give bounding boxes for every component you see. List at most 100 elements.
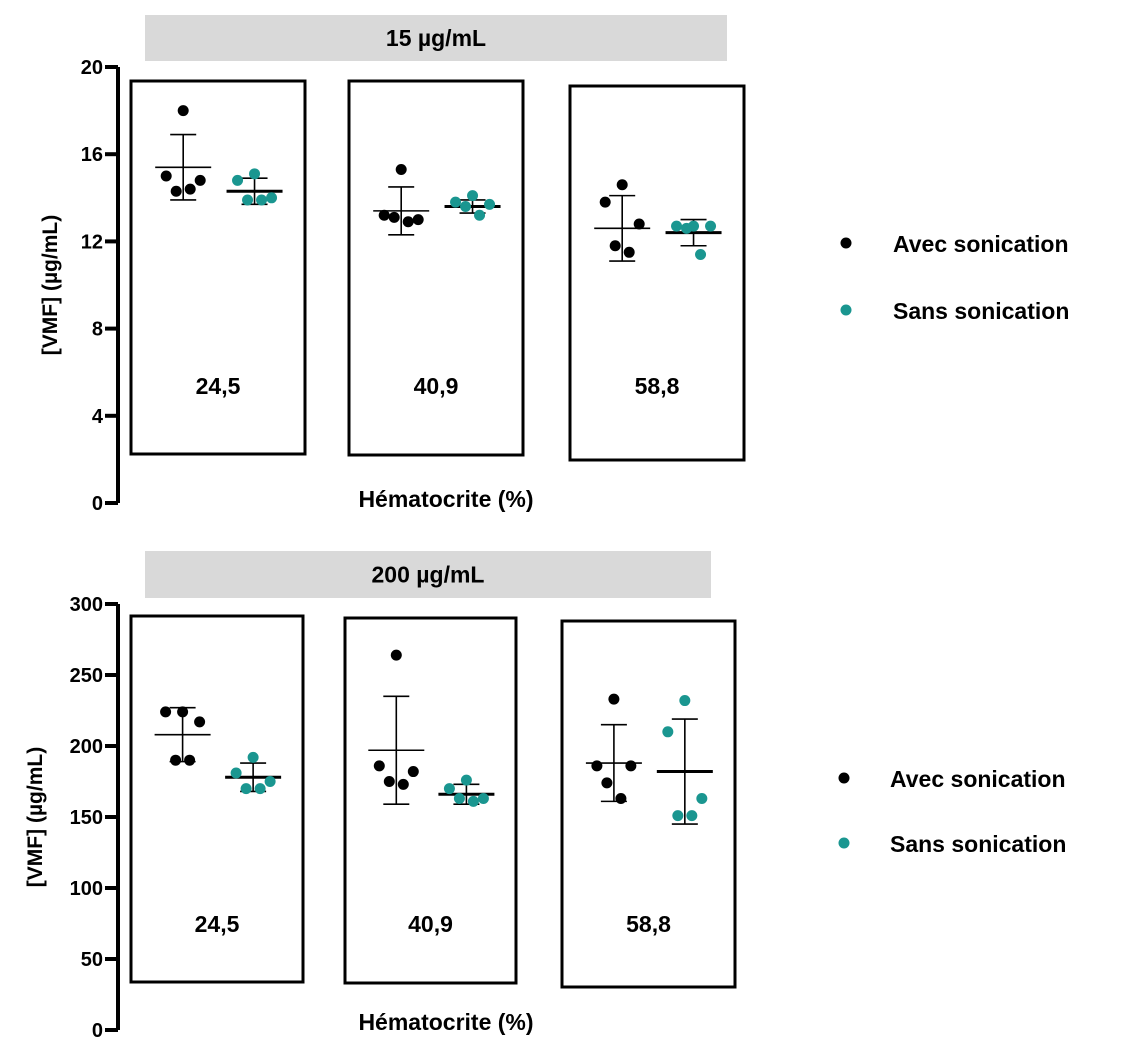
data-point-avec: [383, 776, 395, 787]
y-tick-label: 200: [70, 736, 103, 758]
data-point-avec: [407, 766, 419, 778]
legend-label: Avec sonication: [893, 231, 1069, 257]
data-point-sans: [254, 783, 266, 795]
group-box: [129, 79, 307, 456]
data-point-sans: [662, 726, 674, 738]
data-point-avec: [170, 185, 182, 197]
title-banner: [145, 15, 727, 61]
group-1: 24,5: [129, 79, 307, 456]
data-point-avec: [194, 716, 206, 728]
group-label: 58,8: [626, 911, 671, 937]
title-banner: [145, 551, 711, 598]
data-point-sans: [450, 196, 462, 208]
x-axis-label: Hématocrite (%): [358, 486, 533, 512]
data-point-avec: [390, 649, 402, 661]
data-point-sans: [249, 168, 261, 180]
data-point-sans: [484, 198, 496, 210]
group-label: 40,9: [408, 911, 453, 937]
legend-label: Avec sonication: [890, 766, 1066, 792]
data-point-avec: [170, 754, 182, 766]
group-box: [347, 79, 525, 457]
y-tick-label: 150: [70, 807, 103, 829]
data-point-sans: [679, 695, 691, 707]
y-tick-label: 0: [92, 493, 103, 515]
group-2: 40,9: [343, 616, 518, 985]
data-point-avec: [609, 240, 621, 252]
data-point-avec: [373, 760, 385, 772]
legend-label: Sans sonication: [893, 298, 1069, 324]
data-point-avec: [591, 760, 603, 772]
data-point-avec: [615, 793, 627, 805]
data-point-sans: [705, 220, 717, 232]
data-point-sans: [686, 810, 698, 822]
group-3: 58,8: [560, 619, 737, 989]
y-tick-label: 250: [70, 665, 103, 687]
data-point-sans: [256, 194, 268, 206]
panel-1: 15 µg/mL 0 4 8 12 16 20 [VMF] (µg/mL) Hématocrit…: [39, 15, 1069, 515]
legend-marker: [838, 837, 850, 849]
y-tick-label: 100: [70, 878, 103, 900]
data-point-sans: [240, 783, 252, 795]
y-tick-label: 8: [92, 319, 103, 341]
data-point-avec: [160, 170, 172, 182]
y-tick-label: 300: [70, 594, 103, 616]
panel-2: 200 µg/mL 0 50 100 150 200 250 300 [VMF] (µg/mL)…: [24, 551, 1066, 1042]
group-2: 40,9: [347, 79, 525, 457]
group-box: [568, 84, 746, 462]
data-point-avec: [395, 163, 407, 175]
group-box: [560, 619, 737, 989]
data-point-sans: [672, 810, 684, 822]
data-point-avec: [412, 214, 424, 226]
data-point-sans: [460, 201, 472, 213]
data-point-sans: [232, 174, 244, 186]
data-point-avec: [608, 693, 620, 705]
data-point-sans: [681, 222, 693, 234]
x-axis-label: Hématocrite (%): [358, 1009, 533, 1035]
data-point-sans: [247, 751, 259, 763]
group-label: 40,9: [414, 373, 459, 399]
y-tick-label: 4: [92, 406, 104, 428]
y-tick-label: 0: [92, 1020, 103, 1042]
data-point-sans: [443, 783, 455, 795]
data-point-sans: [477, 793, 489, 805]
legend-marker: [838, 772, 850, 784]
data-point-avec: [194, 174, 206, 186]
group-label: 24,5: [195, 911, 240, 937]
data-point-sans: [230, 767, 242, 779]
data-point-avec: [601, 777, 613, 789]
y-tick-label: 12: [81, 231, 103, 253]
data-point-sans: [467, 190, 479, 202]
group-1: 24,5: [129, 614, 305, 984]
data-point-avec: [616, 179, 628, 191]
data-point-avec: [402, 216, 414, 228]
legend: Avec sonication Sans sonication: [840, 231, 1069, 324]
data-point-avec: [160, 706, 172, 718]
y-tick-label: 20: [81, 57, 103, 79]
data-point-avec: [184, 754, 196, 766]
data-point-sans: [695, 248, 707, 260]
data-point-avec: [599, 196, 611, 208]
data-point-sans: [671, 220, 683, 232]
data-point-avec: [397, 778, 409, 790]
data-point-avec: [184, 183, 196, 195]
data-point-sans: [467, 795, 479, 807]
data-point-avec: [378, 209, 390, 221]
legend-marker: [840, 304, 852, 316]
legend-marker: [840, 237, 852, 249]
data-point-sans: [266, 192, 278, 204]
y-tick-label: 16: [81, 144, 103, 166]
chart-title: 15 µg/mL: [386, 25, 486, 51]
group-box: [129, 614, 305, 984]
data-point-avec: [388, 211, 400, 223]
y-axis-label: [VMF] (µg/mL): [39, 215, 62, 355]
data-point-avec: [625, 760, 637, 772]
chart-title: 200 µg/mL: [372, 562, 485, 588]
legend: Avec sonication Sans sonication: [838, 766, 1066, 857]
group-box: [343, 616, 518, 985]
y-axis-label: [VMF] (µg/mL): [24, 747, 47, 887]
group-label: 58,8: [635, 373, 680, 399]
data-point-sans: [264, 776, 276, 787]
group-label: 24,5: [196, 373, 241, 399]
data-point-sans: [696, 793, 708, 805]
